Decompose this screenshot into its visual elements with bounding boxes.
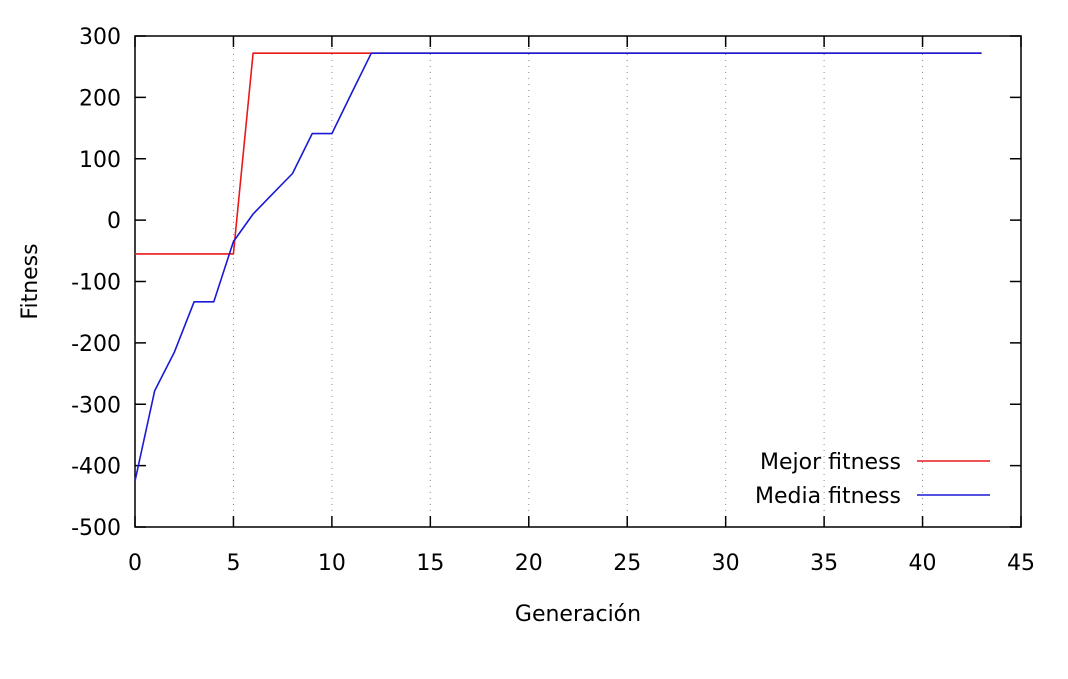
x-tick-label: 40 xyxy=(909,551,937,576)
y-tick-label: -400 xyxy=(71,455,121,480)
y-tick-label: 200 xyxy=(79,86,121,111)
y-tick-label: 100 xyxy=(79,148,121,173)
plot-frame xyxy=(134,35,1022,528)
x-tick-label: 25 xyxy=(613,551,641,576)
y-tick-label: 0 xyxy=(107,209,121,234)
legend-label-1: Mejor fitness xyxy=(760,450,901,475)
y-tick-label: 300 xyxy=(79,25,121,50)
series-line-2 xyxy=(134,52,982,482)
x-axis-label: Generación xyxy=(515,602,641,627)
x-tick-label: 0 xyxy=(128,551,142,576)
y-axis-label: Fitness xyxy=(18,243,43,319)
x-tick-label: 35 xyxy=(810,551,838,576)
x-tick-label: 20 xyxy=(515,551,543,576)
x-tick-label: 45 xyxy=(1007,551,1035,576)
series-lines xyxy=(134,52,982,482)
y-tick-label: -300 xyxy=(71,393,121,418)
legend: Mejor fitness Media fitness xyxy=(755,450,990,509)
x-tick-label: 30 xyxy=(712,551,740,576)
x-tick-label: 5 xyxy=(226,551,240,576)
y-tick-label: -200 xyxy=(71,332,121,357)
series-line-1 xyxy=(135,52,982,255)
y-tick-label: -100 xyxy=(71,271,121,296)
x-tick-label: 15 xyxy=(416,551,444,576)
legend-label-2: Media fitness xyxy=(755,484,901,509)
y-tick-label: -500 xyxy=(71,516,121,541)
x-tick-label: 10 xyxy=(318,551,346,576)
tick-labels: 0 5 10 15 20 25 30 35 40 45 -500 -400 -300 -200 -100 0 1… xyxy=(71,25,1035,576)
